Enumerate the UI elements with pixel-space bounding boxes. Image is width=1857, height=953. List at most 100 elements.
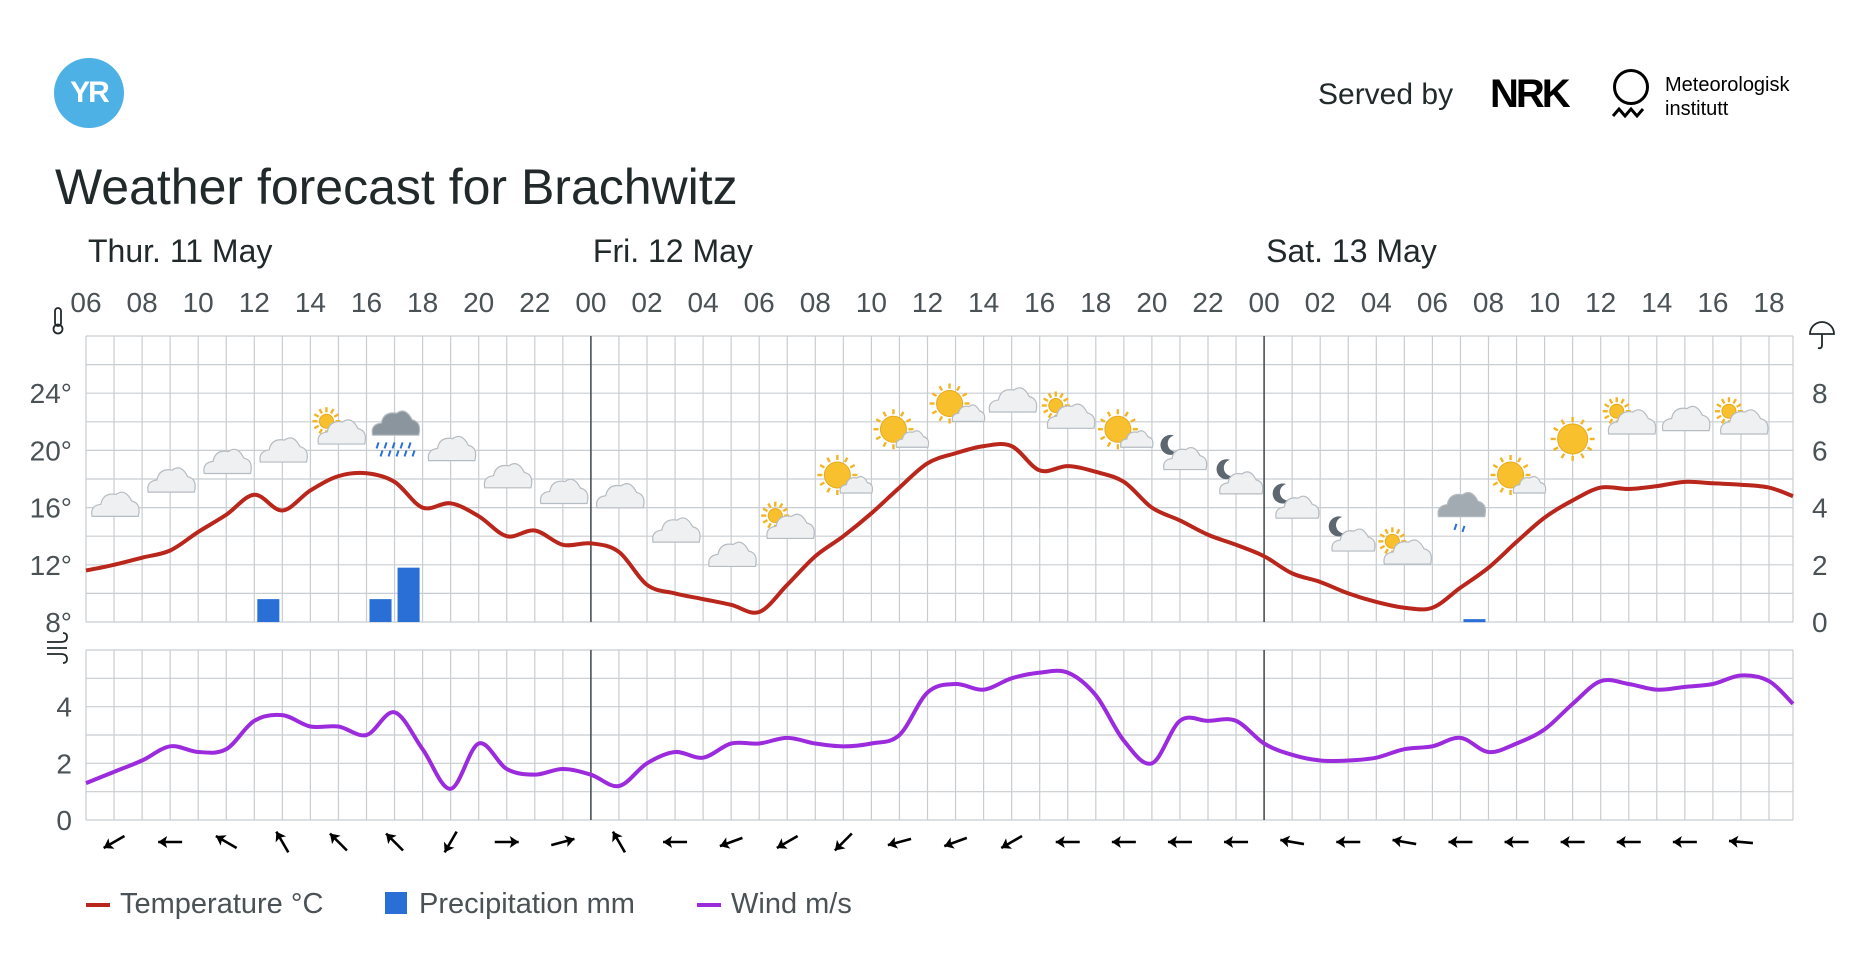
- y-tick-label-temperature: 20°: [30, 435, 72, 466]
- partly-cloudy-day-icon: [1714, 397, 1769, 435]
- y-tick-label-temperature: 12°: [30, 550, 72, 581]
- wind-direction-arrow: [158, 836, 183, 848]
- wind-direction-arrow: [494, 836, 519, 848]
- precipitation-bar: [257, 599, 280, 622]
- wind-direction-arrow: [275, 830, 290, 854]
- partly-cloudy-day-icon: [1378, 527, 1432, 565]
- x-tick-label: 20: [463, 287, 494, 318]
- partly-cloudy-night-icon: [1216, 459, 1264, 495]
- wind-direction-arrow: [1560, 836, 1585, 848]
- day-label: Fri. 12 May: [593, 233, 753, 269]
- x-tick-label: 02: [1305, 287, 1336, 318]
- sun-behind-cloud-icon: [873, 409, 930, 450]
- wind-direction-arrow: [1392, 835, 1417, 848]
- y-tick-label-precipitation: 0: [1812, 607, 1828, 638]
- cloudy-icon: [1661, 405, 1711, 432]
- y-tick-label-temperature: 8°: [45, 607, 72, 638]
- y-tick-label-precipitation: 2: [1812, 550, 1828, 581]
- y-tick-label-temperature: 16°: [30, 493, 72, 524]
- sun-icon: [1550, 416, 1595, 461]
- x-tick-label: 10: [856, 287, 887, 318]
- x-tick-label: 08: [127, 287, 158, 318]
- y-tick-label-temperature: 24°: [30, 378, 72, 409]
- x-tick-label: 22: [519, 287, 550, 318]
- header: YR Served by NRK Meteorologisk institutt: [0, 0, 1857, 140]
- page-title: Weather forecast for Brachwitz: [55, 159, 738, 215]
- y-tick-label-wind: 2: [56, 748, 72, 779]
- cloudy-icon: [483, 463, 533, 489]
- wind-direction-arrow: [103, 834, 126, 850]
- temperature-line: [85, 442, 1794, 615]
- partly-cloudy-night-icon: [1328, 516, 1376, 552]
- x-tick-label: 08: [1473, 287, 1504, 318]
- y-tick-label-precipitation: 6: [1812, 435, 1828, 466]
- met-name-line1: Meteorologisk: [1665, 74, 1790, 96]
- x-tick-label: 18: [1753, 287, 1784, 318]
- wind-direction-arrow: [1504, 836, 1529, 848]
- cloudy-icon: [427, 435, 477, 462]
- x-tick-label: 20: [1136, 287, 1167, 318]
- wind-direction-arrow: [1167, 836, 1192, 848]
- thermometer-icon: [52, 307, 64, 335]
- x-tick-label: 12: [239, 287, 270, 318]
- x-tick-label: 22: [1192, 287, 1223, 318]
- met-logo-circle-icon: [1613, 69, 1649, 105]
- wind-direction-arrow: [1224, 836, 1249, 848]
- wind-direction-arrow: [1616, 836, 1641, 848]
- legend-label: Wind m/s: [731, 888, 852, 920]
- legend-swatch: [385, 892, 407, 914]
- x-tick-label: 12: [1585, 287, 1616, 318]
- wind-direction-arrow: [663, 836, 688, 848]
- met-name-line2: institutt: [1665, 98, 1729, 120]
- x-tick-label: 12: [912, 287, 943, 318]
- cloudy-icon: [147, 467, 196, 493]
- x-tick-label: 10: [183, 287, 214, 318]
- cloudy-icon: [91, 491, 140, 517]
- x-tick-label: 18: [407, 287, 438, 318]
- wind-direction-arrow: [550, 835, 575, 848]
- wind-direction-arrow: [776, 834, 799, 850]
- x-tick-label: 14: [1641, 287, 1672, 318]
- precipitation-bar: [369, 599, 392, 622]
- served-by-label: Served by: [1318, 78, 1454, 111]
- day-label: Sat. 13 May: [1266, 233, 1437, 269]
- partly-cloudy-day-icon: [312, 407, 367, 445]
- precipitation-bar: [397, 567, 420, 622]
- partly-cloudy-day-icon: [1602, 397, 1657, 435]
- wind-direction-arrow: [943, 836, 968, 849]
- wind-icon: [47, 632, 68, 664]
- cloudy-icon: [652, 517, 701, 543]
- yr-logo[interactable]: YR: [54, 58, 124, 128]
- wind-direction-arrow: [1111, 836, 1136, 848]
- x-tick-label: 10: [1529, 287, 1560, 318]
- wind-direction-arrow: [1280, 835, 1305, 848]
- sun-behind-cloud-icon: [817, 455, 874, 495]
- wind-direction-arrow: [719, 836, 743, 849]
- x-tick-label: 06: [70, 287, 101, 318]
- x-tick-label: 00: [575, 287, 606, 318]
- wind-direction-arrow: [1448, 836, 1473, 848]
- sun-behind-cloud-icon: [1097, 409, 1154, 450]
- x-tick-label: 06: [744, 287, 775, 318]
- wind-line: [85, 668, 1795, 791]
- day-label: Thur. 11 May: [88, 233, 272, 269]
- cloudy-icon: [539, 478, 589, 505]
- partly-cloudy-day-icon: [761, 501, 815, 540]
- wind-direction-arrow: [611, 830, 627, 854]
- cloudy-icon: [203, 448, 252, 475]
- wind-direction-arrow: [1000, 834, 1023, 850]
- wind-direction-arrow: [1055, 836, 1080, 848]
- nrk-logo[interactable]: NRK: [1490, 72, 1571, 116]
- cloudy-icon: [988, 387, 1038, 413]
- y-tick-label-wind: 4: [56, 692, 72, 723]
- partly-cloudy-night-icon: [1272, 483, 1320, 519]
- sun-behind-cloud-icon: [929, 383, 986, 424]
- wind-direction-arrow: [887, 836, 912, 849]
- met-logo-wave-icon: [1612, 106, 1645, 119]
- x-tick-label: 16: [351, 287, 382, 318]
- precipitation-bar: [1463, 619, 1486, 623]
- legend-label: Temperature °C: [120, 888, 324, 920]
- x-tick-label: 08: [800, 287, 831, 318]
- met-logo-text[interactable]: Meteorologisk institutt: [1665, 73, 1790, 121]
